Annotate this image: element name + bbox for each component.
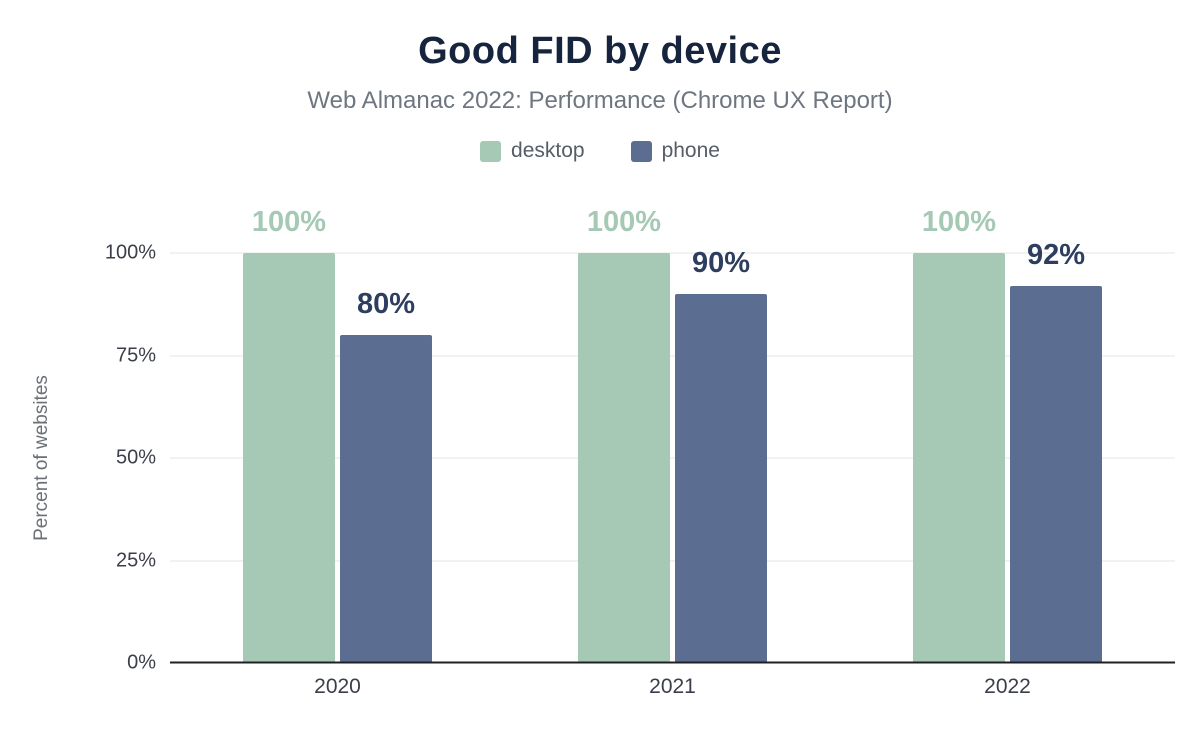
- bar-phone-2022[interactable]: 92%: [1010, 239, 1102, 663]
- y-tick-label-100%: 100%: [104, 241, 156, 264]
- bar-group-2022: 100% 92%: [913, 206, 1102, 663]
- y-axis-title: Percent of websites: [31, 375, 52, 541]
- x-axis-labels: 2020 2021 2022: [170, 675, 1175, 699]
- gridline-75%: [170, 355, 1175, 356]
- x-tick-label-2021: 2021: [649, 675, 696, 698]
- gridline-50%: [170, 457, 1175, 459]
- gridline-25%: [170, 560, 1175, 561]
- legend-label-phone: phone: [661, 139, 720, 162]
- bar-group-2020: 100% 80%: [243, 206, 432, 663]
- value-label-phone-2020: 80%: [356, 288, 416, 320]
- y-tick-label-25%: 25%: [115, 549, 156, 571]
- bar-desktop-2020[interactable]: 100%: [243, 206, 335, 663]
- chart-title: Good FID by device: [418, 30, 782, 72]
- bar-phone-2021[interactable]: 90%: [675, 247, 767, 663]
- value-label-desktop-2022: 100%: [921, 206, 997, 238]
- x-tick-label-2020: 2020: [314, 675, 361, 698]
- legend-label-desktop: desktop: [511, 139, 585, 162]
- bars-container: 100% 80% 100% 90% 100% 92%: [170, 206, 1175, 663]
- plot-grid: Percent of websites 0% 25% 50% 75% 100% 100% 8…: [31, 206, 1175, 674]
- bar-phone-2020[interactable]: 80%: [340, 288, 432, 663]
- y-tick-label-0%: 0%: [127, 651, 156, 674]
- bar-group-2021: 100% 90%: [578, 206, 767, 663]
- gridline-100%: [170, 252, 1175, 254]
- value-label-desktop-2021: 100%: [586, 206, 662, 238]
- y-tick-label-50%: 50%: [115, 446, 156, 469]
- chart-subtitle: Web Almanac 2022: Performance (Chrome UX…: [307, 87, 893, 114]
- value-label-desktop-2020: 100%: [251, 206, 327, 238]
- legend-swatch-phone: [630, 140, 652, 162]
- bar-desktop-2022[interactable]: 100%: [913, 206, 1005, 663]
- plot-area: Percent of websites 0% 25% 50% 75% 100% 100% 8…: [31, 206, 1175, 699]
- y-tick-label-75%: 75%: [115, 344, 156, 366]
- x-tick-label-2022: 2022: [984, 675, 1031, 698]
- x-axis-line: [170, 661, 1175, 664]
- bar-desktop-2021[interactable]: 100%: [578, 206, 670, 663]
- value-label-phone-2022: 92%: [1026, 238, 1086, 271]
- legend-item-phone: phone: [630, 139, 720, 163]
- value-label-phone-2021: 90%: [691, 247, 751, 279]
- legend-item-desktop: desktop: [480, 139, 585, 163]
- legend-swatch-desktop: [480, 140, 502, 162]
- legend: desktop phone: [0, 137, 1200, 165]
